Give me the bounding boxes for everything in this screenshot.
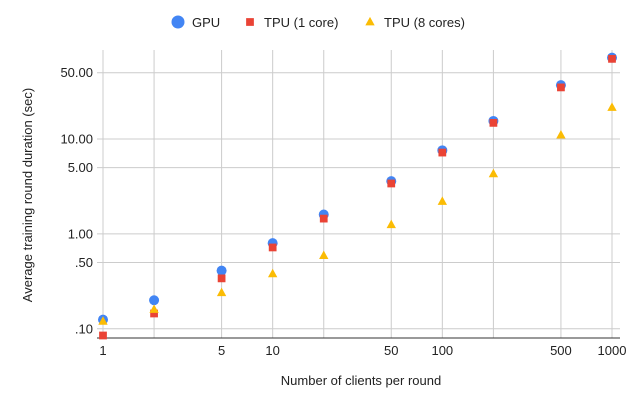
tpu-1-core-point	[438, 148, 447, 157]
tpu-8-cores-point	[267, 268, 278, 278]
tpu-8-cores-point	[386, 219, 396, 229]
x-axis-title: Number of clients per round	[281, 373, 441, 388]
x-tick-label: 1000	[598, 343, 627, 358]
tpu-1-core-point	[608, 54, 616, 63]
x-tick-label: 500	[550, 343, 572, 358]
tpu-8-cores-point	[149, 304, 159, 313]
tpu-1-core-point	[150, 309, 158, 318]
legend-item: TPU (8 cores)	[365, 15, 465, 30]
gpu-point	[149, 295, 160, 306]
tpu-8-cores-point	[319, 250, 329, 260]
y-tick-label: 10.00	[60, 132, 93, 147]
tpu-8-cores-point	[607, 102, 617, 111]
y-tick-label: 50.00	[60, 65, 93, 80]
y-axis-title: Average training round duration (sec)	[20, 88, 35, 302]
tpu-1-core-point	[217, 274, 226, 283]
tpu-8-cores-point	[437, 196, 448, 205]
x-tick-label: 100	[431, 343, 453, 358]
tpu-1-core-point	[489, 119, 498, 127]
legend-item: GPU	[171, 15, 220, 30]
data-points	[98, 52, 617, 340]
series-2	[99, 54, 616, 340]
tpu-8-cores-point	[556, 130, 566, 139]
legend-label: TPU (8 cores)	[384, 15, 465, 30]
legend: GPU TPU (1 core) TPU (8 cores)	[171, 15, 465, 30]
series-1	[98, 52, 617, 325]
legend-item: TPU (1 core)	[246, 15, 338, 30]
y-axis-ticks: .10 .50 1.00 5.00 10.00 50.00	[60, 65, 93, 336]
legend-marker	[365, 16, 375, 26]
tpu-8-cores-point	[488, 168, 499, 178]
x-tick-label: 5	[218, 343, 225, 358]
gridlines	[97, 50, 620, 339]
tpu-1-core-point	[557, 83, 565, 92]
legend-marker	[246, 18, 254, 26]
y-tick-label: 5.00	[68, 160, 93, 175]
tpu-1-core-point	[268, 243, 277, 252]
gpu-point	[216, 265, 227, 276]
x-tick-label: 50	[384, 343, 398, 358]
tpu-1-core-point	[99, 331, 107, 340]
tpu-8-cores-point	[98, 316, 108, 325]
tpu-1-core-point	[319, 214, 328, 223]
y-tick-label: 1.00	[68, 226, 93, 241]
y-tick-label: .10	[75, 321, 93, 336]
x-axis-ticks: 1 5 10 50 100 500 1000	[99, 343, 626, 358]
x-tick-label: 10	[265, 343, 279, 358]
y-tick-label: .50	[75, 255, 93, 270]
legend-marker	[171, 15, 185, 29]
x-tick-label: 1	[99, 343, 106, 358]
tpu-8-cores-point	[216, 287, 227, 297]
tpu-1-core-point	[387, 179, 396, 188]
legend-label: GPU	[192, 15, 220, 30]
series-3	[98, 102, 617, 325]
legend-label: TPU (1 core)	[264, 15, 338, 30]
